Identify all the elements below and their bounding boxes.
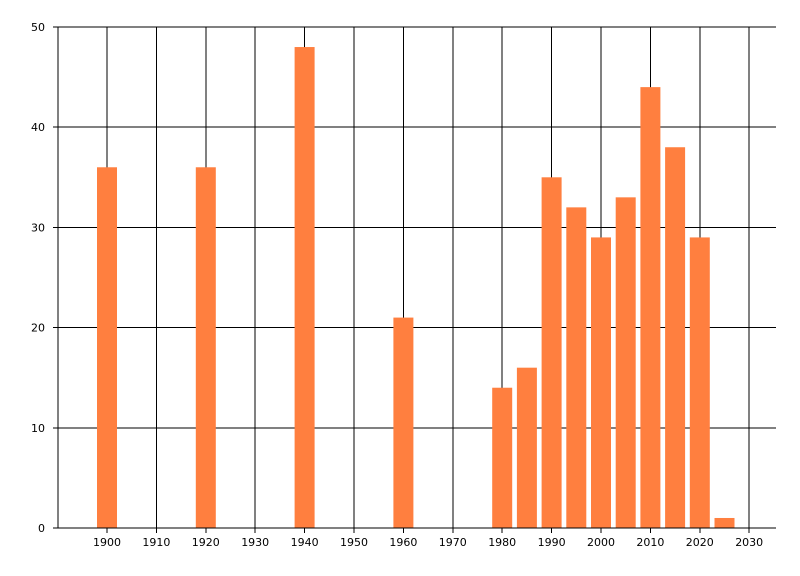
bar-1900 <box>97 167 117 528</box>
y-tick-label: 10 <box>31 422 45 435</box>
bar-1990 <box>541 177 562 529</box>
bar-1980 <box>492 387 513 528</box>
x-tick-label: 1910 <box>142 536 170 549</box>
x-tick-label: 1920 <box>192 536 220 549</box>
x-tick-label: 2020 <box>686 536 714 549</box>
bar-2010 <box>640 87 661 529</box>
x-tick-label: 1950 <box>340 536 368 549</box>
bar-1940 <box>294 47 315 528</box>
x-axis-tick-labels: 1900 1910 1920 1930 1940 1950 1960 1970 1980 1990… <box>93 536 763 549</box>
bar-1920 <box>195 167 216 528</box>
x-tick-label: 1980 <box>488 536 516 549</box>
bar-2025 <box>714 517 735 528</box>
bar-1995 <box>566 207 587 529</box>
x-tick-label: 2010 <box>636 536 664 549</box>
y-tick-label: 20 <box>31 322 45 335</box>
bar-2020 <box>689 237 710 529</box>
y-axis-tick-labels: 0 10 20 30 40 50 <box>31 21 45 535</box>
x-tick-label: 2000 <box>587 536 615 549</box>
bar-1960 <box>393 317 414 528</box>
bars <box>97 47 735 529</box>
y-tick-label: 50 <box>31 21 45 34</box>
bar-1985 <box>516 367 537 528</box>
axes <box>53 26 776 533</box>
x-tick-label: 1970 <box>439 536 467 549</box>
x-tick-label: 1990 <box>538 536 566 549</box>
x-tick-label: 2030 <box>735 536 763 549</box>
y-tick-label: 30 <box>31 221 45 234</box>
x-tick-label: 1930 <box>241 536 269 549</box>
x-tick-label: 1940 <box>291 536 319 549</box>
x-tick-label: 1960 <box>389 536 417 549</box>
y-tick-label: 0 <box>38 522 45 535</box>
bar-2015 <box>665 147 686 529</box>
bar-2000 <box>591 237 611 529</box>
x-tick-label: 1900 <box>93 536 121 549</box>
y-tick-label: 40 <box>31 121 45 134</box>
bar-2005 <box>615 197 636 528</box>
